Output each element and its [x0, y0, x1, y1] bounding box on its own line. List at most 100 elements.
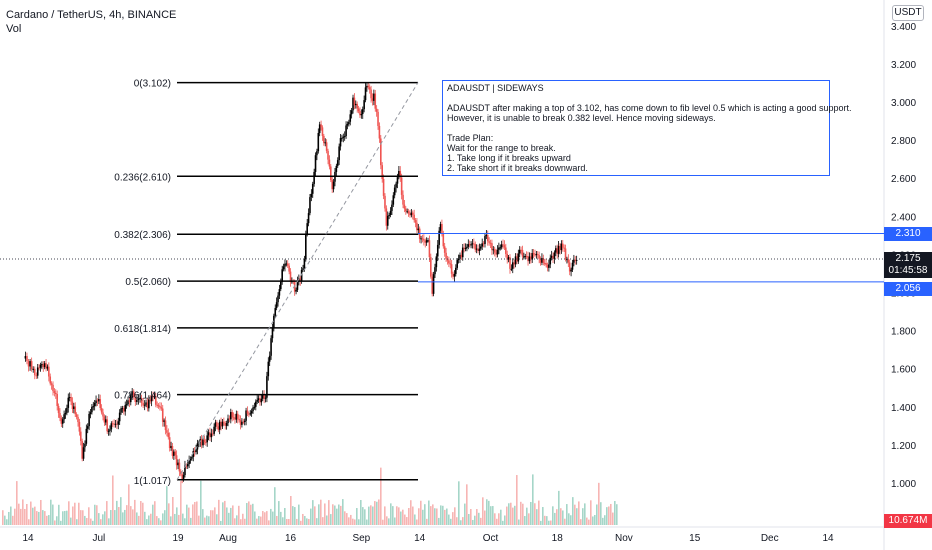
- volume-bar: [342, 499, 344, 525]
- candle-body: [211, 433, 214, 435]
- candle-body: [60, 417, 63, 424]
- volume-bar: [82, 510, 84, 525]
- candle-body: [246, 410, 249, 414]
- candle-body: [53, 391, 56, 393]
- candle-body: [129, 395, 132, 403]
- candle-body: [223, 421, 225, 424]
- candle-body: [213, 426, 215, 434]
- candle-body: [46, 366, 49, 369]
- candle-body: [573, 259, 575, 263]
- volume-bar: [142, 502, 144, 525]
- volume-bar: [392, 506, 394, 525]
- candle-body: [564, 248, 567, 260]
- candle-body: [229, 412, 232, 420]
- candle-body: [256, 400, 258, 402]
- candle-body: [196, 443, 199, 450]
- volume-bar: [238, 505, 240, 525]
- candle-body: [160, 407, 163, 409]
- volume-bar: [336, 508, 338, 525]
- candle-body: [477, 248, 479, 252]
- candle-body: [389, 210, 392, 215]
- candle-body: [210, 433, 213, 438]
- candle-body: [249, 413, 252, 415]
- candle-body: [570, 269, 572, 272]
- volume-bar: [486, 499, 488, 525]
- candle-body: [29, 361, 31, 367]
- candle-body: [507, 257, 510, 260]
- candle-body: [442, 233, 445, 247]
- candle-body: [36, 367, 39, 376]
- candle-body: [427, 240, 429, 242]
- candle-body: [253, 406, 256, 408]
- y-tick-label: 1.200: [891, 441, 916, 452]
- volume-bar: [614, 501, 616, 525]
- volume-bar: [508, 503, 510, 525]
- currency-unit-badge[interactable]: USDT: [892, 5, 924, 21]
- candle-body: [163, 420, 165, 422]
- volume-bar: [230, 507, 232, 525]
- candle-body: [242, 421, 245, 423]
- volume-bar: [90, 518, 92, 525]
- candle-body: [518, 249, 521, 254]
- candle-body: [202, 439, 204, 446]
- volume-bar: [12, 515, 14, 525]
- candle-body: [102, 412, 104, 417]
- volume-bar: [560, 508, 562, 525]
- candle-body: [145, 402, 147, 405]
- volume-bar: [370, 505, 372, 525]
- note-plan-line: 1. Take long if it breaks upward: [447, 153, 571, 163]
- volume-bar: [588, 519, 590, 525]
- upper-level-tag: 2.310: [884, 227, 932, 241]
- volume-bar: [544, 515, 546, 525]
- candle-body: [413, 214, 415, 221]
- y-tick-label: 3.400: [891, 22, 916, 33]
- volume-bar: [316, 518, 318, 525]
- candle-body: [385, 208, 388, 226]
- candle-body: [541, 257, 543, 263]
- candle-body: [480, 246, 482, 249]
- candle-body: [403, 204, 406, 209]
- candle-body: [471, 243, 474, 245]
- candle-body: [410, 212, 413, 216]
- analysis-note[interactable]: ADAUSDT | SIDEWAYS ADAUSDT after making …: [442, 80, 852, 176]
- symbol-title[interactable]: Cardano / TetherUS, 4h, BINANCE: [6, 9, 177, 21]
- volume-bar: [416, 519, 418, 525]
- candle-body: [475, 248, 478, 250]
- candle-body: [77, 416, 79, 422]
- candle-body: [357, 108, 360, 112]
- volume-bar: [328, 500, 330, 525]
- candle-body: [136, 399, 138, 402]
- candle-body: [434, 267, 436, 275]
- volume-bar: [504, 515, 506, 525]
- candle-body: [348, 121, 350, 125]
- candle-body: [495, 252, 497, 255]
- volume-bar: [532, 474, 534, 525]
- candle-body: [556, 248, 559, 254]
- candle-body: [70, 397, 72, 402]
- fib-level-label: 0.618(1.814): [114, 324, 171, 335]
- candle-body: [159, 406, 161, 408]
- candle-body: [81, 441, 83, 459]
- volume-indicator-label[interactable]: Vol: [6, 23, 22, 35]
- candle-body: [85, 428, 88, 444]
- candle-body: [560, 243, 563, 251]
- volume-bar: [62, 511, 64, 525]
- candle-body: [482, 243, 485, 245]
- candle-body: [481, 243, 484, 247]
- candle-body: [517, 253, 520, 262]
- volume-bar: [484, 510, 486, 525]
- x-tick-label: 18: [552, 533, 564, 544]
- volume-bar: [388, 518, 390, 525]
- volume-bar: [378, 499, 380, 525]
- candle-body: [459, 254, 461, 259]
- candle-body: [154, 396, 157, 405]
- volume-bar: [64, 510, 66, 525]
- candle-body: [449, 263, 452, 265]
- volume-bar: [334, 505, 336, 525]
- candle-body: [93, 402, 96, 407]
- candle-body: [538, 255, 540, 259]
- candle-body: [203, 439, 206, 443]
- volume-bar: [434, 508, 436, 525]
- volume-bar: [452, 512, 454, 525]
